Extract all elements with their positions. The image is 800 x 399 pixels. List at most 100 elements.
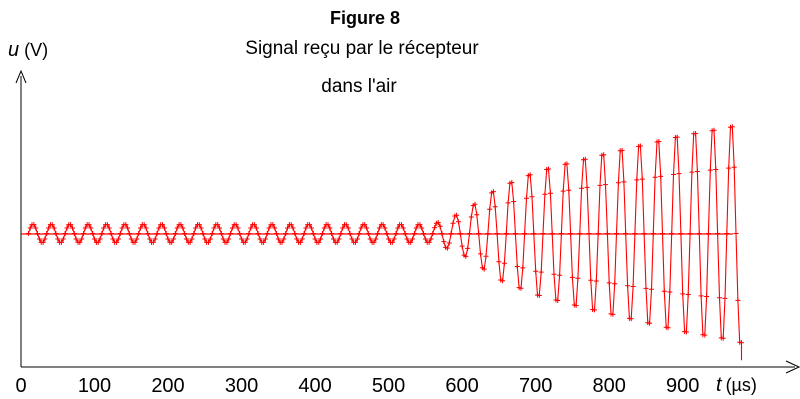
signal-marker <box>174 225 180 231</box>
signal-marker <box>108 231 114 236</box>
signal-marker <box>595 231 601 236</box>
signal-marker <box>364 225 370 231</box>
signal-marker <box>689 169 695 175</box>
signal-marker <box>536 293 542 298</box>
signal-marker <box>505 200 511 206</box>
signal-marker <box>51 225 57 231</box>
signal-marker <box>724 231 730 236</box>
signal-marker <box>275 236 281 242</box>
signal-marker <box>283 231 289 236</box>
x-tick-label: 500 <box>372 375 405 397</box>
signal-marker <box>637 143 643 149</box>
signal-marker <box>263 236 268 242</box>
signal-marker <box>242 239 248 245</box>
signal-marker <box>722 295 728 301</box>
signal-marker <box>371 239 377 245</box>
signal-marker <box>182 231 188 236</box>
signal-marker <box>404 236 410 242</box>
signal-marker <box>356 231 362 236</box>
signal-marker <box>319 231 325 236</box>
signal-marker <box>643 285 649 291</box>
signal-marker <box>660 231 665 236</box>
x-tick-label: 0 <box>15 375 26 397</box>
signal-marker <box>435 220 441 225</box>
signal-marker <box>49 222 55 228</box>
signal-marker <box>207 236 213 242</box>
signal-marker <box>547 190 553 196</box>
signal-marker <box>154 231 160 236</box>
signal-marker <box>68 222 74 228</box>
signal-marker <box>189 236 195 242</box>
signal-marker <box>46 225 52 231</box>
chart-subtitle-line-2: dans l'air <box>321 76 397 97</box>
signal-marker <box>251 222 257 228</box>
signal-marker <box>647 320 653 326</box>
signal-marker <box>71 231 77 236</box>
signal-marker <box>64 225 70 231</box>
signal-marker <box>244 236 250 242</box>
x-axis-arrow <box>785 360 800 374</box>
signal-marker <box>444 245 450 251</box>
signal-marker <box>358 225 364 231</box>
x-tick-labels: 0 100 200 300 400 500 600 700 800 900 <box>15 375 699 397</box>
signal-marker <box>468 214 474 220</box>
signal-marker <box>630 284 636 289</box>
signal-marker <box>132 239 138 245</box>
signal-marker <box>33 225 39 231</box>
signal-marker <box>299 236 305 242</box>
signal-marker <box>81 231 86 236</box>
signal-marker <box>393 231 399 236</box>
signal-marker <box>487 206 493 212</box>
signal-marker <box>569 274 575 280</box>
signal-marker <box>285 225 290 231</box>
signal-marker <box>713 167 719 172</box>
signal-marker <box>310 231 316 236</box>
signal-marker <box>290 225 296 231</box>
signal-marker <box>733 231 739 236</box>
signal-marker <box>465 245 471 251</box>
x-tick-label: 700 <box>519 375 552 397</box>
signal-marker <box>729 124 735 130</box>
signal-marker <box>375 231 381 236</box>
signal-marker <box>678 231 684 236</box>
signal-marker <box>588 277 594 283</box>
signal-marker <box>603 182 608 188</box>
signal-marker <box>196 222 202 228</box>
signal-marker <box>79 236 85 242</box>
signal-marker <box>134 236 140 242</box>
signal-marker <box>575 275 581 281</box>
signal-marker <box>114 239 120 245</box>
signal-marker <box>582 156 588 162</box>
signal-marker <box>694 169 700 174</box>
signal-marker <box>178 222 184 228</box>
signal-marker <box>496 259 502 265</box>
signal-marker <box>301 231 307 236</box>
signal-marker <box>325 222 331 228</box>
signal-marker <box>490 189 496 195</box>
signal-marker <box>143 225 149 231</box>
signal-marker <box>593 278 599 284</box>
signal-marker <box>417 222 423 228</box>
signal-marker <box>365 231 371 236</box>
signal-marker <box>106 225 112 231</box>
signal-marker <box>399 222 404 228</box>
signal-marker <box>720 335 726 341</box>
signal-marker <box>353 239 358 245</box>
signal-marker <box>389 239 395 245</box>
signal-marker <box>82 225 88 231</box>
signal-marker <box>261 239 267 245</box>
signal-marker <box>511 199 517 204</box>
signal-marker <box>126 231 132 236</box>
signal-marker <box>180 225 186 231</box>
signal-marker <box>206 239 211 245</box>
signal-marker <box>331 236 336 242</box>
signal-marker <box>345 225 351 231</box>
signal-marker <box>58 239 64 245</box>
signal-marker <box>156 225 162 231</box>
signal-marker <box>579 185 585 191</box>
signal-marker <box>566 187 572 193</box>
signal-marker <box>128 236 134 242</box>
signal-marker <box>338 231 344 236</box>
signal-marker <box>597 182 603 188</box>
